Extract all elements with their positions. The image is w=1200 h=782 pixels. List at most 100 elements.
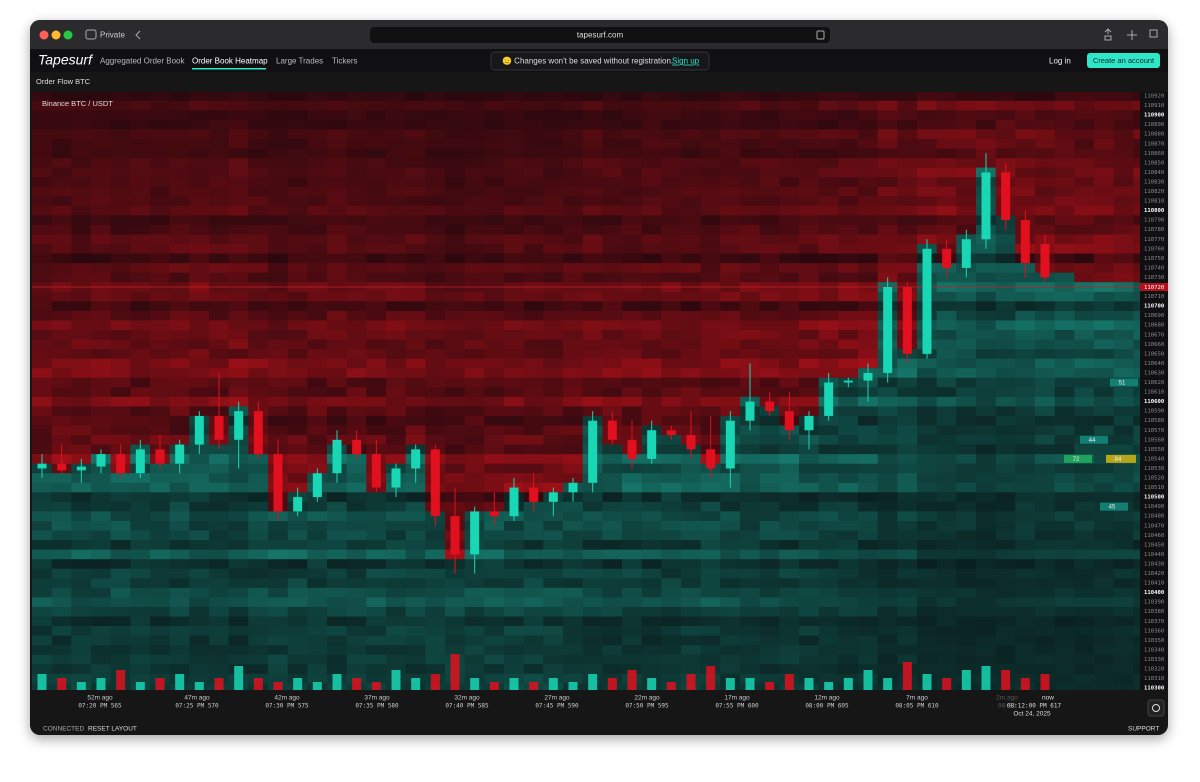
heatmap-cell bbox=[740, 272, 761, 283]
heatmap-cell bbox=[248, 559, 269, 570]
heatmap-cell bbox=[32, 501, 53, 512]
status: CONNECTED bbox=[43, 726, 84, 733]
heatmap-cell bbox=[897, 549, 918, 560]
back-icon[interactable] bbox=[135, 30, 141, 40]
heatmap-cell bbox=[51, 92, 72, 102]
heatmap-cell bbox=[51, 501, 72, 512]
heatmap-cell bbox=[936, 406, 957, 417]
heatmap-cell bbox=[936, 463, 957, 474]
heatmap-cell bbox=[71, 320, 92, 331]
heatmap-cell bbox=[464, 645, 485, 656]
heatmap-cell bbox=[1133, 368, 1140, 379]
heatmap-cell bbox=[405, 177, 426, 188]
heatmap-cell bbox=[484, 100, 505, 111]
heatmap-cell bbox=[386, 196, 407, 207]
reader-icon[interactable] bbox=[816, 30, 825, 40]
heatmap-cell bbox=[641, 568, 662, 579]
nav-item[interactable]: Aggregated Order Book bbox=[100, 57, 185, 66]
minimize-button[interactable] bbox=[51, 30, 61, 40]
heatmap-cell bbox=[1035, 549, 1056, 560]
heatmap-cell bbox=[838, 645, 859, 656]
heatmap-cell bbox=[877, 244, 898, 254]
heatmap-cell bbox=[1054, 568, 1075, 579]
heatmap-cell bbox=[759, 158, 780, 169]
heatmap-cell bbox=[32, 406, 53, 417]
heatmap-cell bbox=[740, 339, 761, 350]
heatmap-cell bbox=[228, 119, 249, 130]
heatmap-cell bbox=[543, 177, 564, 188]
heatmap-cell bbox=[740, 549, 761, 560]
heatmap-cell bbox=[523, 291, 544, 302]
heatmap-cell bbox=[740, 177, 761, 188]
heatmap-cell bbox=[602, 263, 623, 274]
logo[interactable]: Tapesurf bbox=[38, 52, 94, 68]
new-tab-icon[interactable] bbox=[1127, 30, 1137, 40]
close-button[interactable] bbox=[39, 30, 49, 40]
heatmap-cell bbox=[897, 626, 918, 636]
candle-body bbox=[863, 372, 873, 381]
heatmap-cell bbox=[740, 253, 761, 264]
heatmap-cell bbox=[700, 626, 721, 636]
heatmap-cell bbox=[1113, 167, 1134, 178]
heatmap-cell bbox=[543, 463, 564, 474]
heatmap-cell bbox=[209, 501, 230, 512]
zoom-button[interactable] bbox=[63, 30, 73, 40]
url-bar[interactable] bbox=[370, 27, 830, 43]
heatmap-cell bbox=[956, 301, 977, 312]
nav-item[interactable]: Tickers bbox=[332, 57, 357, 66]
heatmap-cell bbox=[445, 196, 466, 207]
heatmap-cell bbox=[956, 568, 977, 579]
heatmap-cell bbox=[956, 482, 977, 493]
heatmap-cell bbox=[1094, 148, 1115, 159]
heatmap-cell bbox=[425, 530, 446, 541]
heatmap-cell bbox=[405, 330, 426, 340]
heatmap-cell bbox=[327, 654, 348, 665]
heatmap-cell bbox=[877, 482, 898, 493]
heatmap-cell bbox=[287, 626, 308, 636]
heatmap-cell bbox=[995, 110, 1016, 121]
heatmap-cell bbox=[464, 119, 485, 130]
heatmap-cell bbox=[995, 664, 1016, 675]
heatmap-cell bbox=[405, 215, 426, 226]
heatmap-cell bbox=[366, 559, 387, 570]
heatmap-cell bbox=[720, 654, 741, 665]
heatmap-cell bbox=[838, 511, 859, 522]
heatmap-cell bbox=[1074, 540, 1095, 551]
heatmap-cell bbox=[32, 253, 53, 264]
tabs-icon[interactable] bbox=[1149, 29, 1158, 38]
heatmap-cell bbox=[248, 549, 269, 560]
heatmap-cell bbox=[1094, 186, 1115, 197]
refresh-button[interactable] bbox=[1147, 699, 1165, 717]
heatmap-cell bbox=[71, 349, 92, 360]
login-button[interactable]: Log in bbox=[1049, 57, 1071, 66]
heatmap-cell bbox=[700, 205, 721, 216]
signup-button[interactable] bbox=[1087, 53, 1160, 68]
heatmap-cell bbox=[917, 654, 938, 665]
nav-item[interactable]: Order Book Heatmap bbox=[192, 57, 268, 66]
heatmap-cell bbox=[130, 482, 151, 493]
heatmap-cell bbox=[661, 215, 682, 226]
heatmap-cell bbox=[386, 301, 407, 312]
heatmap-cell bbox=[484, 568, 505, 579]
heatmap-cell bbox=[1113, 92, 1134, 102]
share-icon[interactable] bbox=[1104, 28, 1112, 41]
volume-bar bbox=[194, 682, 204, 690]
heatmap-cell bbox=[956, 396, 977, 407]
heatmap-cell bbox=[464, 92, 485, 102]
heatmap-cell bbox=[976, 511, 997, 522]
heatmap-cell bbox=[936, 205, 957, 216]
heatmap-cell bbox=[405, 272, 426, 283]
sidebar-icon[interactable] bbox=[85, 29, 97, 40]
volume-bar bbox=[312, 682, 322, 690]
signup-link[interactable]: Sign up bbox=[672, 57, 700, 66]
heatmap-cell bbox=[484, 110, 505, 121]
reset-layout[interactable]: RESET LAYOUT bbox=[88, 726, 137, 733]
heatmap-cell bbox=[346, 244, 367, 254]
heatmap-cell bbox=[779, 244, 800, 254]
heatmap-cell bbox=[877, 616, 898, 627]
heatmap-cell bbox=[287, 635, 308, 646]
nav-item[interactable]: Large Trades bbox=[276, 57, 323, 66]
heatmap-cell bbox=[1133, 540, 1140, 551]
support[interactable]: SUPPORT bbox=[1128, 726, 1159, 733]
heatmap-cell bbox=[445, 205, 466, 216]
